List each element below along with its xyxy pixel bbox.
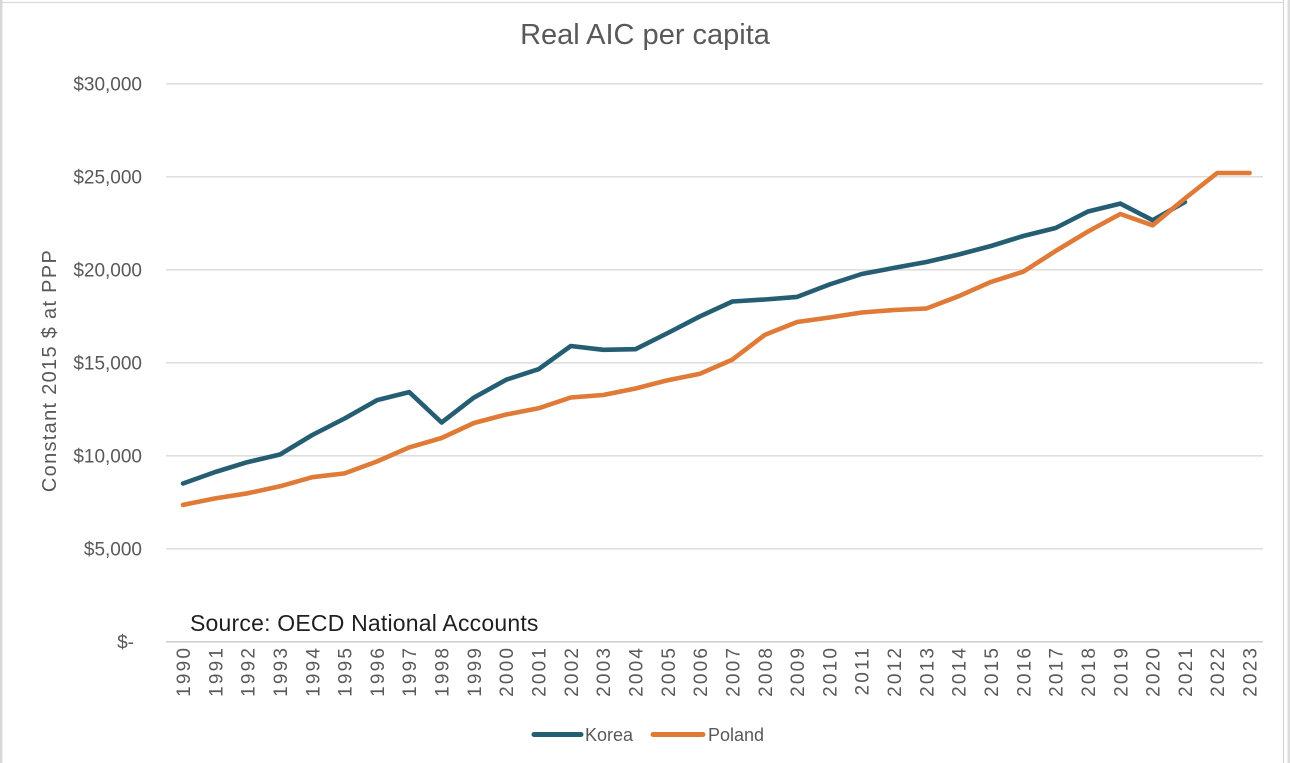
svg-text:$10,000: $10,000: [73, 447, 142, 468]
svg-text:2008: 2008: [756, 646, 777, 697]
svg-text:1993: 1993: [271, 646, 292, 697]
svg-text:$30,000: $30,000: [73, 75, 142, 96]
svg-text:2019: 2019: [1111, 646, 1132, 697]
svg-text:2011: 2011: [853, 646, 874, 696]
svg-text:2016: 2016: [1014, 646, 1035, 697]
svg-text:1997: 1997: [400, 646, 421, 697]
svg-text:2007: 2007: [723, 646, 744, 697]
svg-text:$5,000: $5,000: [84, 540, 142, 561]
svg-text:2010: 2010: [820, 646, 841, 697]
svg-text:1991: 1991: [206, 646, 227, 697]
svg-text:1995: 1995: [336, 646, 357, 697]
svg-text:2020: 2020: [1144, 646, 1165, 697]
svg-text:1990: 1990: [174, 646, 195, 697]
svg-text:2022: 2022: [1208, 646, 1229, 697]
svg-text:2021: 2021: [1176, 646, 1197, 697]
svg-text:Poland: Poland: [708, 725, 764, 745]
svg-text:Source: OECD National Accounts: Source: OECD National Accounts: [190, 610, 539, 636]
svg-text:2013: 2013: [917, 646, 938, 697]
svg-text:$20,000: $20,000: [73, 261, 142, 282]
svg-text:1992: 1992: [239, 646, 260, 697]
svg-text:2002: 2002: [562, 646, 583, 697]
svg-text:Korea: Korea: [585, 725, 634, 745]
svg-text:1996: 1996: [368, 646, 389, 697]
svg-text:2012: 2012: [885, 646, 906, 697]
svg-text:2023: 2023: [1241, 646, 1262, 697]
svg-text:$25,000: $25,000: [73, 168, 142, 189]
svg-text:2001: 2001: [530, 646, 551, 697]
svg-text:2004: 2004: [627, 646, 648, 697]
svg-text:1994: 1994: [303, 646, 324, 697]
svg-text:2000: 2000: [497, 646, 518, 697]
svg-text:$15,000: $15,000: [73, 354, 142, 375]
svg-text:2015: 2015: [982, 646, 1003, 697]
svg-text:1999: 1999: [465, 646, 486, 697]
svg-text:2005: 2005: [659, 646, 680, 697]
svg-text:2017: 2017: [1047, 646, 1068, 697]
svg-text:$-: $-: [117, 633, 134, 654]
svg-text:2014: 2014: [950, 646, 971, 697]
svg-text:1998: 1998: [433, 646, 454, 697]
svg-text:2006: 2006: [691, 646, 712, 697]
svg-text:2003: 2003: [594, 646, 615, 697]
svg-text:Real AIC per capita: Real AIC per capita: [520, 19, 771, 51]
svg-text:2018: 2018: [1079, 646, 1100, 697]
svg-text:Constant 2015 $ at PPP: Constant 2015 $ at PPP: [39, 249, 61, 492]
svg-text:2009: 2009: [788, 646, 809, 697]
